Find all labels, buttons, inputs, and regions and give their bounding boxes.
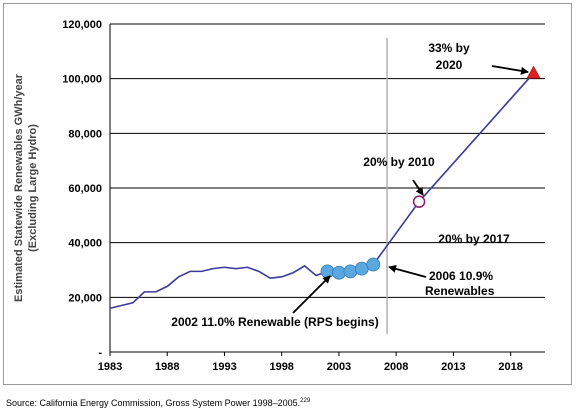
arrow-2020: [491, 65, 529, 75]
y-tick-label: 40,000: [68, 238, 102, 250]
arrow-2010: [412, 179, 424, 196]
x-tick-label: 2018: [498, 361, 522, 373]
annotation-33pct-2020-line1: 33% by: [428, 41, 470, 55]
annotation-20pct-2010-line1: 20% by 2010: [363, 155, 435, 169]
annotation-2002-line1: 2002 11.0% Renewable (RPS begins): [171, 315, 378, 329]
source-note: Source: California Energy Commission, Gr…: [6, 398, 310, 408]
data-point: [354, 261, 369, 276]
y-axis-label-line2: (Excluding Large Hydro): [27, 124, 39, 252]
x-tick-label: 2008: [384, 361, 408, 373]
y-tick-label: 100,000: [62, 74, 102, 86]
x-tick-label: 2013: [441, 361, 465, 373]
target-2020-marker: [526, 65, 541, 79]
target-2010-marker: [412, 195, 426, 208]
y-axis-label-line1: Estimated Statewide Renewables GWh/year: [13, 73, 25, 302]
annotation-20pct-2017-line1: 20% by 2017: [438, 232, 510, 246]
data-point: [320, 264, 335, 279]
annotation-33pct-2020-line2: 2020: [436, 58, 463, 72]
y-tick-label: 120,000: [62, 19, 102, 31]
y-tick-label: 60,000: [68, 183, 102, 195]
annotation-2006-line2: Renewables: [425, 284, 495, 298]
x-tick-label: 1988: [155, 361, 179, 373]
data-point: [332, 265, 346, 280]
y-tick-label: -: [98, 347, 102, 359]
x-tick-label: 2003: [327, 361, 351, 373]
source-text: Source: California Energy Commission, Gr…: [6, 398, 301, 408]
chart-frame: [3, 3, 572, 385]
y-tick-label: 80,000: [68, 128, 102, 140]
x-tick-label: 1983: [98, 361, 122, 373]
annotation-2006-line1: 2006 10.9%: [429, 269, 493, 283]
arrow-2006: [388, 264, 427, 278]
arrow-2002: [292, 275, 331, 314]
data-point: [343, 264, 358, 279]
x-tick-label: 1998: [269, 361, 293, 373]
data-point: [366, 257, 381, 272]
x-tick-label: 1993: [212, 361, 236, 373]
source-superscript: 229: [300, 398, 311, 404]
y-tick-label: 20,000: [68, 292, 102, 304]
